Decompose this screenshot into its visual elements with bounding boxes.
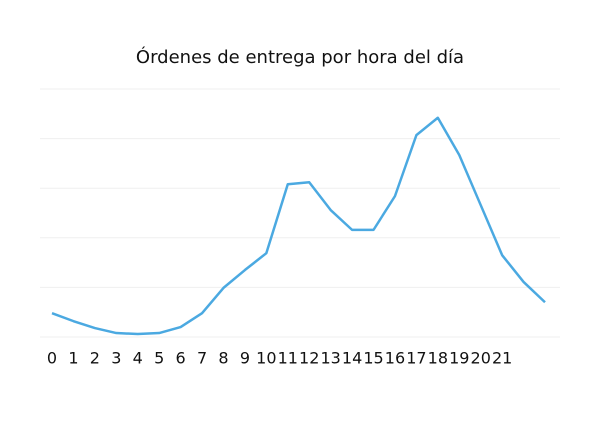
x-tick-label: 13 <box>320 349 340 368</box>
x-tick-label: 5 <box>154 349 164 368</box>
x-tick-label: 19 <box>449 349 469 368</box>
x-tick-label: 8 <box>218 349 228 368</box>
x-tick-label: 14 <box>342 349 362 368</box>
x-tick-label: 20 <box>471 349 491 368</box>
x-tick-label: 21 <box>492 349 512 368</box>
x-tick-label: 7 <box>197 349 207 368</box>
x-tick-label: 0 <box>47 349 57 368</box>
x-tick-label: 10 <box>256 349 276 368</box>
x-tick-label: 16 <box>385 349 405 368</box>
x-tick-label: 12 <box>299 349 319 368</box>
x-tick-label: 11 <box>278 349 298 368</box>
x-tick-label: 9 <box>240 349 250 368</box>
x-tick-label: 15 <box>363 349 383 368</box>
x-tick-label: 3 <box>111 349 121 368</box>
x-tick-label: 1 <box>68 349 78 368</box>
x-tick-label: 2 <box>90 349 100 368</box>
chart-title: Órdenes de entrega por hora del día <box>136 46 464 68</box>
x-tick-label: 17 <box>406 349 426 368</box>
line <box>51 116 546 336</box>
x-tick-label: 18 <box>428 349 448 368</box>
x-tick-label: 6 <box>176 349 186 368</box>
x-tick-label: 4 <box>133 349 143 368</box>
